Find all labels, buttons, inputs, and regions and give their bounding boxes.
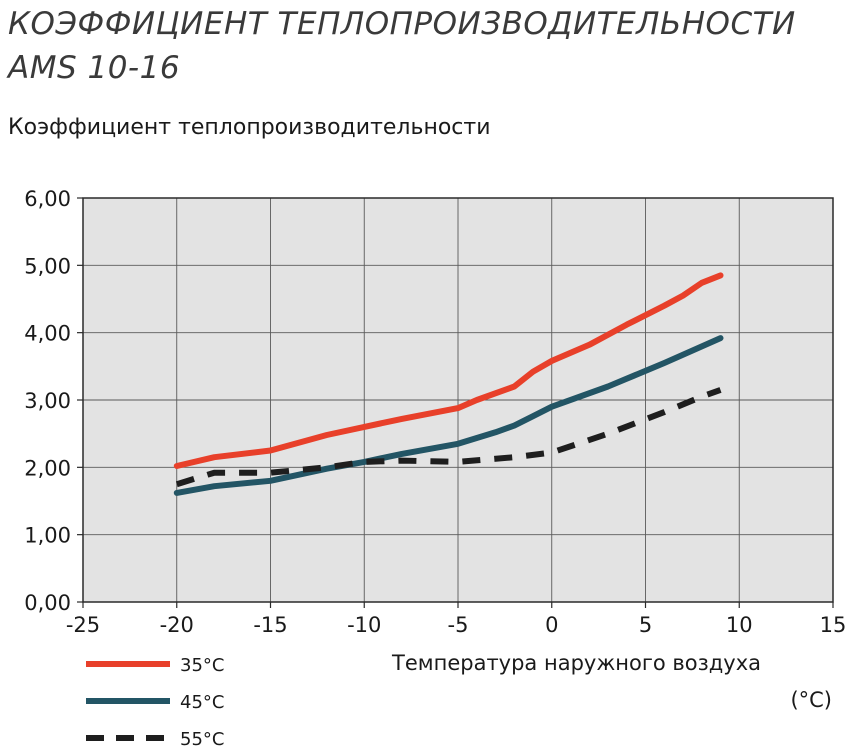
grid-lines — [83, 198, 833, 602]
x-tick-label: 5 — [639, 613, 652, 637]
y-tick-label: 1,00 — [24, 524, 71, 548]
x-tick-label: 0 — [545, 613, 558, 637]
x-tick-label: 10 — [726, 613, 753, 637]
x-tick-label: -20 — [160, 613, 194, 637]
y-tick-label: 4,00 — [24, 322, 71, 346]
y-axis-title: Коэффициент теплопроизводительности — [8, 115, 491, 140]
x-axis-label: Температура наружного воздуха — [392, 651, 762, 675]
series-line-45Cc — [173, 335, 724, 496]
legend-label: 35°C — [180, 655, 224, 676]
y-tick-label: 3,00 — [24, 389, 71, 413]
x-tick-label: -5 — [448, 613, 469, 637]
y-tick-label: 0,00 — [24, 591, 71, 615]
y-tick-label: 5,00 — [24, 254, 71, 278]
series-line-35Cc — [173, 272, 724, 469]
chart-title-line1: КОЭФФИЦИЕНТ ТЕПЛОПРОИЗВОДИТЕЛЬНОСТИ — [8, 6, 796, 42]
y-tick-label: 6,00 — [24, 187, 71, 211]
series-line-55Cc — [175, 387, 722, 488]
legend: 35°C 45°C 55°C — [86, 655, 224, 750]
chart-title: КОЭФФИЦИЕНТ ТЕПЛОПРОИЗВОДИТЕЛЬНОСТИ AMS … — [8, 2, 796, 90]
y-tick-label: 2,00 — [24, 456, 71, 480]
chart-title-line2: AMS 10-16 — [8, 50, 181, 86]
x-axis: -25 -20 -15 -10 -5 0 5 10 15 — [66, 602, 847, 637]
legend-label: 45°C — [180, 692, 224, 713]
x-tick-label: -10 — [347, 613, 381, 637]
x-tick-label: 15 — [820, 613, 847, 637]
x-tick-label: -25 — [66, 613, 100, 637]
series-lines — [173, 272, 724, 496]
legend-label: 55°C — [180, 729, 224, 750]
x-tick-label: -15 — [253, 613, 287, 637]
x-axis-unit: (°C) — [790, 688, 832, 712]
y-axis: 0,00 1,00 2,00 3,00 4,00 5,00 6,00 — [24, 187, 83, 615]
